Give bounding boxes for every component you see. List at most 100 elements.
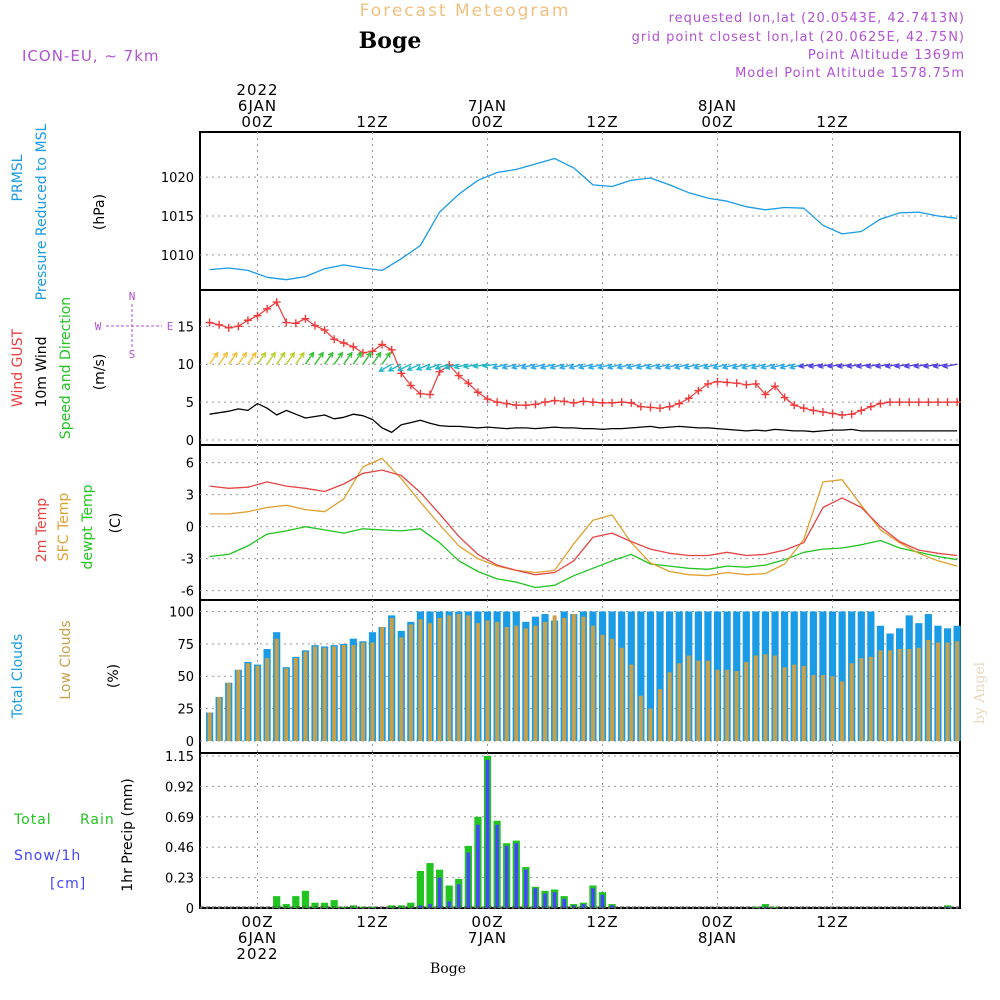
gust-marker [943,398,952,407]
low-cloud-bar [792,664,797,741]
prmsl-label: PRMSL [10,154,26,201]
low-cloud-bar [552,615,557,741]
gust-marker [675,399,684,408]
wind-arrowhead [884,362,891,369]
low-cloud-bar [744,661,749,741]
rain-bar [311,902,319,908]
gust-marker [924,398,933,407]
credit-watermark: by Angel [972,661,988,724]
ytick-temp: 3 [186,489,194,504]
wind-arrowhead [501,363,508,370]
low-cloud-bar [638,695,643,741]
frame-temp [199,444,961,601]
gust-marker [311,321,320,330]
wind-arrowhead [251,351,257,358]
wind-arrow [607,363,622,369]
snow-bar [543,893,547,908]
wind-speed-dir-label: Speed and Direction [58,297,74,439]
low-cloud-bar [341,645,346,741]
snow-bar [485,759,490,908]
wind-arrowhead [415,365,423,371]
low-cloud-bar [696,660,701,741]
ytick-precip: 1.15 [165,750,194,765]
gust-marker [694,386,703,395]
wind-arrow [694,363,709,369]
precip-labels: Total Rain Snow/1h [cm] 1hr Precip (mm) [13,778,136,892]
wind-arrowhead [406,365,413,372]
wind-arrow [256,352,267,365]
wind-arrowhead [308,351,315,358]
gust-marker [771,382,780,391]
snow-bar [600,894,605,908]
wind-arrowhead [798,362,805,369]
wind-arrowhead [387,366,394,372]
low-cloud-bar [370,642,375,741]
wind-arrowhead [396,365,404,372]
low-cloud-bar [418,619,423,741]
wind-arrowhead [260,351,267,358]
wind-arrow [247,352,257,365]
y-tick-labels: 101010151020051015-6-3036025507510000.23… [161,171,194,917]
low-cloud-bar [878,650,883,741]
gust-marker [320,326,329,335]
wind-arrow [646,363,661,369]
ytick-pressure: 1010 [161,249,194,264]
compass-rose: N W E S [95,290,174,361]
gust-marker [579,397,588,406]
gust-marker [473,388,482,397]
gust-marker [215,320,224,329]
low-cloud-bar [715,669,720,741]
total-clouds-label: Total Clouds [10,634,26,719]
rain-bar [407,902,415,908]
time-label: 2022 [236,945,278,963]
low-cloud-bar [562,617,567,741]
wind-arrowhead [375,351,382,358]
low-cloud-bar [533,625,538,741]
low-cloud-bar [456,614,461,741]
temp-unit-label: (C) [108,513,124,534]
gust-marker [330,335,339,344]
dewpt-label: dewpt Temp [80,484,96,569]
snow-bar [591,888,595,908]
low-cloud-bar [447,615,452,741]
time-label: 12Z [356,913,388,931]
wind-arrowhead [874,362,882,369]
ytick-precip: 0 [186,902,194,917]
gust-marker [636,402,645,411]
low-cloud-bar [859,658,864,741]
total-label: Total [13,812,52,828]
forecast-title: Forecast Meteogram [360,1,571,21]
wind-arrowhead [865,362,872,369]
wind-arrow [742,363,757,369]
low-cloud-bar [399,637,404,741]
low-cloud-bar [313,646,318,741]
low-cloud-bar [475,623,480,741]
low-cloud-bar [293,658,298,741]
wind-arrow [665,363,680,369]
snow-unit-label: [cm] [50,876,86,892]
low-cloud-bar [303,651,308,741]
wind-arrowhead [241,351,248,358]
wind-10m-label: 10m Wind [34,336,50,407]
low-cloud-bar [763,654,768,741]
wind-arrowhead [385,351,391,358]
low-cloud-bar [437,617,442,741]
low-cloud-bar [945,642,950,741]
wind-arrow [426,363,440,370]
wind-arrow [381,352,391,365]
wind-arrow [492,363,507,369]
wind-arrowhead [769,363,777,370]
ytick-clouds: 100 [169,605,194,620]
wind-arrowhead [645,363,652,370]
total-cloud-bar [637,611,645,741]
gust-marker [426,390,435,399]
low-cloud-bar [322,647,327,741]
wind-arrowhead [606,363,614,370]
gust-marker [742,380,751,389]
low-cloud-bar [543,621,548,741]
time-label: 12Z [816,913,848,931]
low-cloud-bar [811,674,816,741]
gust-marker [895,398,904,407]
